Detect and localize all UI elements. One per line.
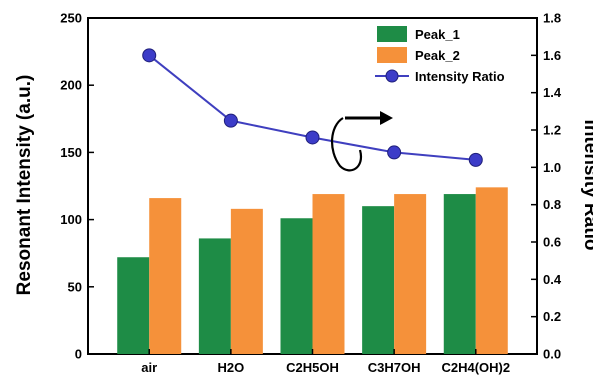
x-tick-label-3: C3H7OH bbox=[368, 360, 421, 375]
ratio-line bbox=[142, 48, 483, 167]
left-tick-label-5: 250 bbox=[60, 11, 82, 26]
bar-peak-1-2 bbox=[280, 218, 313, 354]
legend-peak-1-swatch bbox=[377, 26, 407, 42]
x-axis: air H2O C2H5OH C3H7OH C2H4(OH)2 bbox=[141, 349, 510, 375]
x-tick-label-2: C2H5OH bbox=[286, 360, 339, 375]
ratio-point-4 bbox=[468, 152, 483, 167]
y2-axis-title: Intensity Ratio bbox=[580, 120, 593, 251]
right-tick-label-4: 0.8 bbox=[543, 197, 561, 212]
bar-peak-2-1 bbox=[230, 208, 263, 354]
ratio-point-1 bbox=[223, 113, 238, 128]
bar-peak-1-1 bbox=[198, 238, 231, 354]
ratio-point-0 bbox=[142, 48, 157, 63]
bar-peak-2-4 bbox=[475, 187, 508, 354]
left-tick-label-2: 100 bbox=[60, 212, 82, 227]
right-tick-label-1: 0.2 bbox=[543, 309, 561, 324]
rotation-arrow-icon bbox=[331, 117, 363, 172]
y-axis-title: Resonant Intensity (a.u.) bbox=[14, 75, 35, 296]
ratio-point-2 bbox=[305, 130, 320, 145]
right-tick-label-7: 1.4 bbox=[543, 85, 562, 100]
circular-arrow-annotation bbox=[331, 111, 393, 172]
x-tick-label-4: C2H4(OH)2 bbox=[441, 360, 510, 375]
right-tick-label-5: 1.0 bbox=[543, 160, 561, 175]
bars bbox=[117, 187, 508, 354]
x-tick-label-1: H2O bbox=[217, 360, 244, 375]
right-tick-label-8: 1.6 bbox=[543, 48, 561, 63]
bar-peak-1-3 bbox=[362, 206, 395, 354]
bar-peak-2-2 bbox=[312, 194, 345, 354]
left-tick-label-4: 200 bbox=[60, 78, 82, 93]
bar-peak-2-0 bbox=[149, 198, 182, 354]
right-axis: 0.0 0.2 0.4 0.6 0.8 1.0 1.2 1.4 1.6 1.8 bbox=[531, 11, 562, 362]
legend-intensity-ratio-label: Intensity Ratio bbox=[415, 69, 505, 84]
bar-peak-1-0 bbox=[117, 257, 150, 354]
left-tick-label-0: 0 bbox=[75, 347, 82, 362]
right-tick-label-0: 0.0 bbox=[543, 347, 561, 362]
right-tick-label-3: 0.6 bbox=[543, 235, 561, 250]
legend-peak-2-label: Peak_2 bbox=[415, 48, 460, 63]
arrow-head-icon bbox=[380, 111, 393, 125]
right-tick-label-9: 1.8 bbox=[543, 11, 561, 26]
legend-peak-2-swatch bbox=[377, 47, 407, 63]
legend-intensity-ratio-marker bbox=[385, 69, 399, 83]
left-tick-label-3: 150 bbox=[60, 145, 82, 160]
legend: Peak_1 Peak_2 Intensity Ratio bbox=[375, 26, 505, 84]
bar-peak-1-4 bbox=[443, 194, 476, 354]
x-tick-label-0: air bbox=[141, 360, 157, 375]
legend-peak-1-label: Peak_1 bbox=[415, 27, 460, 42]
right-tick-label-6: 1.2 bbox=[543, 123, 561, 138]
left-tick-label-1: 50 bbox=[68, 279, 82, 294]
left-axis: 0 50 100 150 200 250 bbox=[60, 11, 94, 362]
ratio-point-3 bbox=[387, 145, 402, 160]
right-tick-label-2: 0.4 bbox=[543, 272, 562, 287]
bar-peak-2-3 bbox=[394, 194, 427, 354]
